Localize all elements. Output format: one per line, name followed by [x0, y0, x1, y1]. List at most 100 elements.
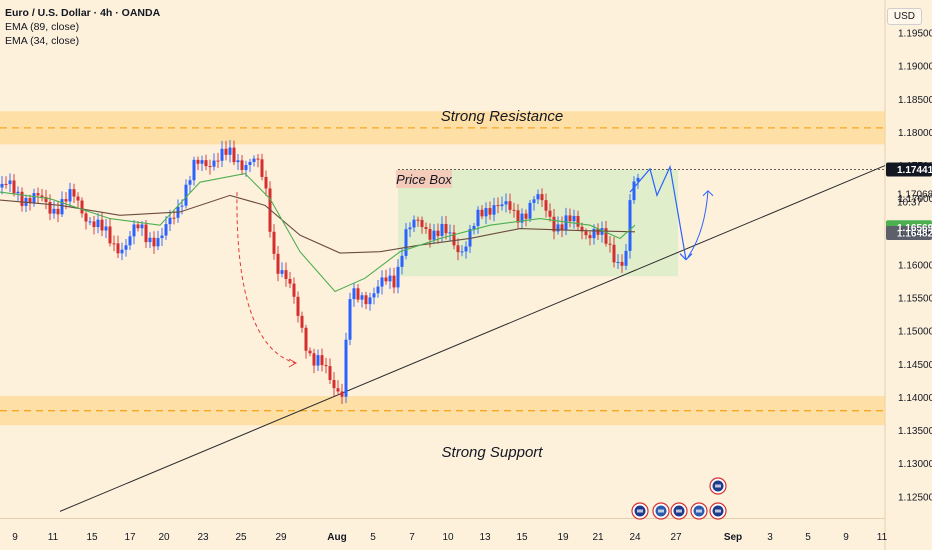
candle-body — [360, 295, 364, 300]
candle — [300, 311, 304, 333]
time-tick: Sep — [724, 532, 742, 543]
candle-body — [312, 353, 316, 366]
candle-body — [100, 219, 104, 231]
candle-body — [4, 183, 8, 185]
candle-body — [572, 215, 576, 222]
candle-body — [480, 209, 484, 217]
candle — [352, 282, 356, 307]
candle — [240, 154, 244, 175]
candle — [168, 209, 172, 232]
projection-down-arrowhead — [679, 253, 693, 261]
chart-legend: Euro / U.S. Dollar · 4h · OANDA EMA (89,… — [5, 6, 160, 48]
candle-body — [596, 228, 600, 235]
candle — [480, 205, 484, 220]
candle — [496, 197, 500, 214]
candle-body — [444, 223, 448, 234]
price-tick: 1.15500 — [898, 294, 932, 305]
candle-body — [404, 229, 408, 256]
candle-body — [368, 297, 372, 305]
candle-body — [48, 202, 52, 214]
candle — [508, 193, 512, 214]
candle — [52, 200, 56, 219]
candle — [252, 155, 256, 167]
candle — [92, 215, 96, 235]
candle-body — [260, 159, 264, 177]
candle — [472, 222, 476, 235]
time-tick: 7 — [409, 532, 415, 543]
candle — [276, 245, 280, 282]
candle — [536, 189, 540, 204]
candle-body — [96, 219, 100, 228]
candle — [552, 209, 556, 240]
candle-body — [324, 365, 328, 367]
candle — [196, 156, 200, 171]
candle-body — [60, 199, 64, 215]
candle-body — [144, 224, 148, 243]
candle — [112, 235, 116, 252]
candle — [328, 358, 332, 384]
candle — [160, 227, 164, 246]
currency-label[interactable]: USD — [886, 8, 922, 25]
candle — [208, 159, 212, 175]
candle — [224, 140, 228, 161]
candle — [388, 267, 392, 289]
candle — [32, 188, 36, 207]
price-badge-label: 1.16569 — [897, 223, 932, 234]
candle — [612, 236, 616, 268]
candle — [56, 200, 60, 223]
candle — [336, 380, 340, 396]
candle — [400, 248, 404, 275]
candle — [376, 280, 380, 298]
candle — [500, 196, 504, 211]
symbol-title[interactable]: Euro / U.S. Dollar · 4h · OANDA — [5, 7, 161, 19]
time-tick: 9 — [12, 532, 18, 543]
candle — [596, 223, 600, 241]
candle-body — [240, 160, 244, 171]
price-badge-bg — [886, 162, 932, 177]
candle — [304, 324, 308, 359]
time-tick: 15 — [86, 532, 98, 543]
candle — [260, 153, 264, 181]
candle-body — [588, 235, 592, 239]
ema-34-legend[interactable]: EMA (34, close) — [5, 35, 80, 47]
candle-body — [388, 275, 392, 282]
candle — [108, 218, 112, 247]
time-tick: 15 — [516, 532, 528, 543]
candle-body — [128, 236, 132, 246]
ema-89-line — [0, 194, 636, 254]
candle-body — [328, 366, 332, 381]
candle — [44, 189, 48, 210]
candle — [636, 173, 640, 189]
candle-body — [208, 166, 212, 168]
time-tick: Aug — [327, 532, 346, 543]
candle — [368, 292, 372, 311]
price-axis — [886, 162, 932, 241]
event-flag-icon — [652, 502, 670, 520]
candle-body — [104, 226, 108, 231]
price-axis-panel — [885, 0, 932, 550]
candle-body — [336, 388, 340, 392]
candle — [488, 201, 492, 220]
candle-body — [168, 217, 172, 225]
candle-body — [292, 283, 296, 297]
candle-body — [200, 160, 204, 164]
candle-body — [536, 194, 540, 200]
candle-body — [20, 191, 24, 206]
candle-body — [304, 327, 308, 351]
candle — [68, 182, 72, 207]
candle-body — [528, 202, 532, 219]
candle — [440, 216, 444, 242]
price-tick: 1.19000 — [898, 62, 932, 73]
candle-body — [40, 195, 44, 198]
time-tick: 21 — [592, 532, 604, 543]
candle-body — [560, 224, 564, 230]
time-tick: 19 — [557, 532, 569, 543]
candle — [312, 348, 316, 374]
candle-body — [148, 237, 152, 243]
ema-89-legend[interactable]: EMA (89, close) — [5, 21, 80, 33]
candle — [0, 176, 4, 195]
candle — [356, 284, 360, 303]
candle — [364, 291, 368, 310]
price-tick: 1.13000 — [898, 459, 932, 470]
